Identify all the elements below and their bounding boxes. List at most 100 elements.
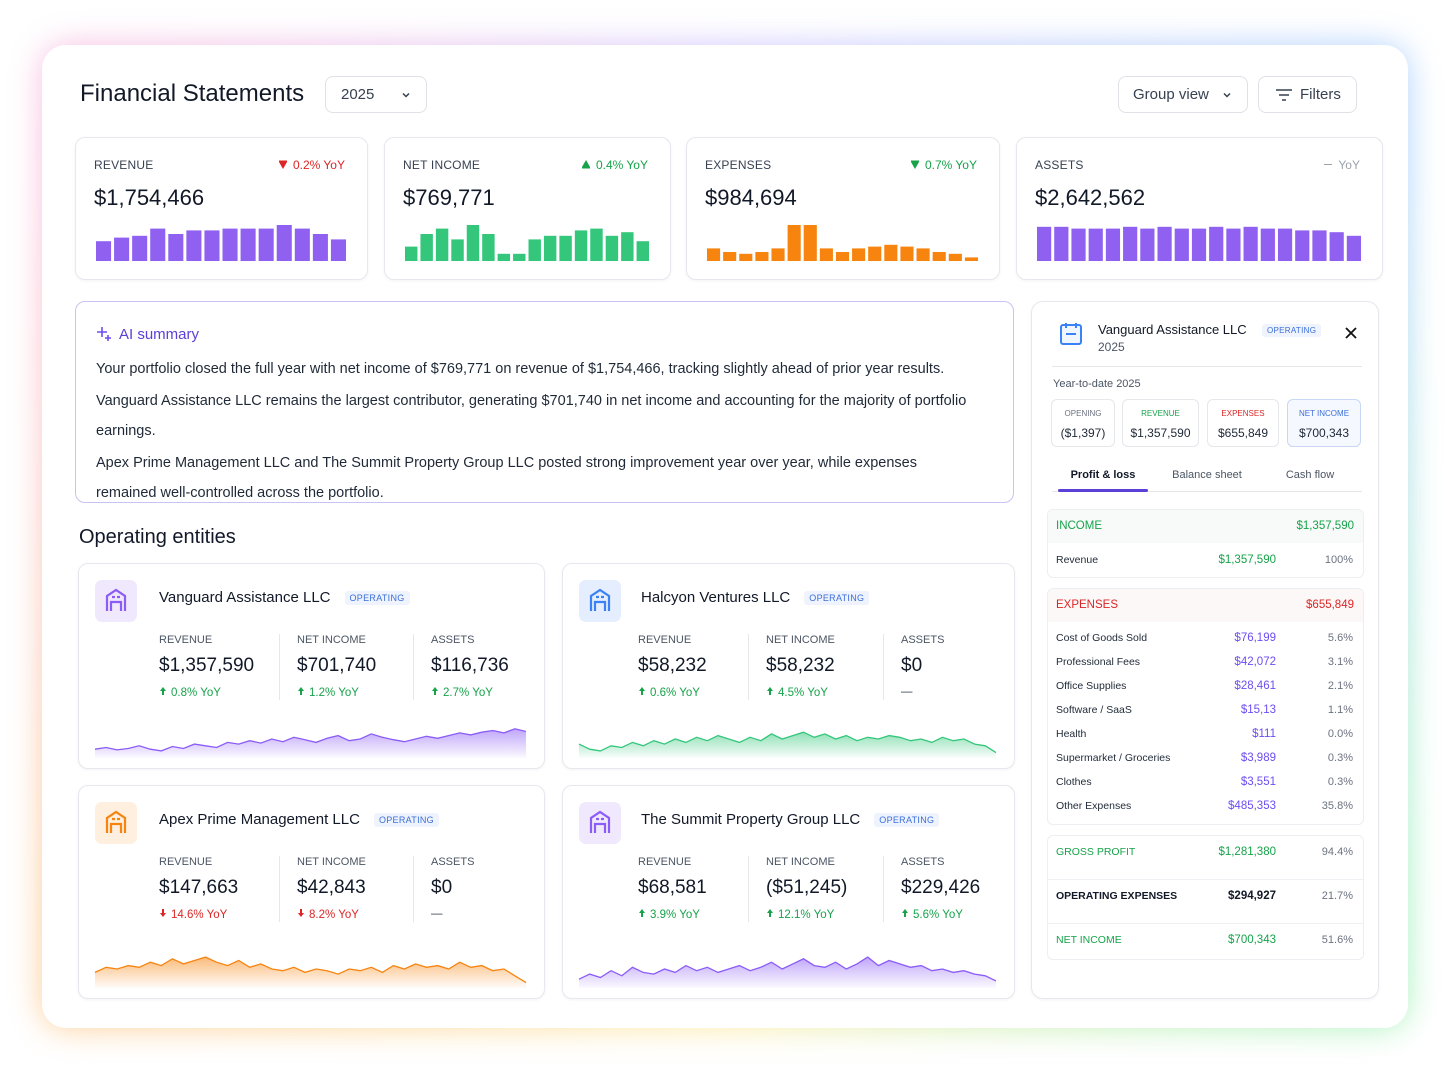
entity-name: Apex Prime Management LLC [159, 811, 360, 828]
spark-bar [543, 235, 557, 261]
metric-label: ASSETS [431, 634, 475, 646]
entity-icon [579, 802, 621, 844]
ai-summary-card: AI summary Your portfolio closed the full… [75, 301, 1014, 503]
row-value: $3,551 [1240, 776, 1276, 788]
spark-bar [636, 241, 649, 261]
metric-divider [413, 856, 414, 922]
row-percent: 51.6% [1321, 934, 1353, 946]
change-arrow [278, 160, 288, 170]
income-section: INCOME $1,357,590 Revenue $1,357,590 100% [1047, 509, 1364, 578]
row-label: NET INCOME [1056, 934, 1122, 946]
ai-title: AI summary [119, 326, 200, 343]
row-label: EXPENSES [1056, 599, 1118, 611]
row-divider [1048, 879, 1363, 880]
close-button[interactable] [1344, 326, 1358, 340]
row-percent: 0.0% [1327, 728, 1353, 740]
spark-bar [497, 253, 511, 261]
spark-bar [466, 225, 480, 261]
row-percent: 94.4% [1321, 846, 1353, 858]
metric-change: — [901, 686, 913, 698]
row-label: Supermarket / Groceries [1056, 752, 1171, 764]
spark-bar [294, 228, 310, 261]
kpi-label: NET INCOME [403, 158, 481, 172]
change-text: 8.2% YoY [309, 909, 359, 921]
row-divider [1048, 923, 1363, 924]
summary-label: EXPENSES [1221, 409, 1265, 418]
metric-change: 12.1% YoY [766, 908, 834, 921]
kpi-change: 0.7% YoY [910, 158, 977, 172]
spark-bar [1037, 226, 1052, 261]
entity-card[interactable]: Halcyon Ventures LLC OPERATING REVENUE $58,… [562, 563, 1015, 769]
change-text: YoY [1338, 158, 1360, 172]
metric-value: $229,426 [901, 877, 981, 898]
change-arrow [766, 908, 774, 918]
row-percent: 0.3% [1327, 752, 1353, 764]
row-label: Cost of Goods Sold [1056, 632, 1148, 644]
metric-change: 8.2% YoY [297, 908, 359, 921]
change-text: 0.4% YoY [595, 158, 648, 172]
entity-card[interactable]: Vanguard Assistance LLC OPERATING REVENUE $… [78, 563, 545, 769]
change-arrow [766, 686, 774, 696]
kpi-value: $1,754,466 [94, 185, 205, 210]
spark-bar [132, 235, 148, 261]
kpi-sparkbars [405, 225, 649, 261]
spark-bar [574, 230, 588, 261]
tab[interactable]: Profit & loss [1070, 469, 1136, 481]
entity-sparkline [578, 731, 997, 758]
spark-bar [605, 235, 619, 261]
metric-value: $1,357,590 [159, 655, 255, 676]
tab[interactable]: Cash flow [1285, 469, 1335, 481]
section-header-bg [1048, 589, 1363, 622]
change-text: 2.7% YoY [443, 687, 493, 699]
row-value: $3,989 [1240, 752, 1276, 764]
status-badge: OPERATING [804, 591, 870, 605]
spark-bar [528, 239, 541, 261]
row-value: $655,849 [1306, 599, 1354, 611]
row-label: GROSS PROFIT [1056, 846, 1136, 858]
metric-label: ASSETS [901, 634, 945, 646]
kpi-label: REVENUE [94, 158, 154, 172]
sparkline-line [578, 731, 997, 754]
summary-box: OPENING ($1,397) [1051, 399, 1115, 447]
kpi-card: EXPENSES 0.7% YoY $984,694 [686, 137, 1000, 280]
change-arrow [297, 908, 305, 918]
section-header-bg [1048, 510, 1363, 543]
filters-button[interactable]: Filters [1258, 76, 1357, 113]
row-percent: 100% [1324, 554, 1353, 566]
metric-value: $42,843 [297, 877, 366, 898]
row-percent: 2.1% [1327, 680, 1353, 692]
metric-change: 0.6% YoY [638, 686, 700, 699]
spark-bar [723, 252, 737, 261]
summary-value: $700,343 [1298, 426, 1350, 440]
chevron [1221, 89, 1233, 101]
spark-bar [621, 232, 634, 261]
section-title: Operating entities [79, 526, 236, 548]
sparkline-line [578, 956, 997, 982]
change-arrow [159, 686, 167, 696]
spark-bar [482, 234, 495, 261]
year-dropdown[interactable]: 2025 [325, 76, 427, 113]
entity-sparkline [578, 956, 997, 988]
spark-bar [803, 225, 817, 261]
spark-bar [451, 239, 464, 261]
spark-bar [186, 230, 202, 261]
kpi-card: ASSETS YoY $2,642,562 [1016, 137, 1383, 280]
metric-divider [748, 856, 749, 922]
row-label: Revenue [1056, 554, 1099, 566]
group-view-button[interactable]: Group view [1118, 76, 1248, 113]
sparkline-area [95, 957, 526, 988]
spark-bar [787, 225, 801, 261]
spark-bar [222, 228, 238, 261]
metric-value: $116,736 [431, 655, 509, 676]
status-badge: OPERATING [373, 813, 439, 827]
sparkline-area [95, 728, 526, 758]
change-text: 1.2% YoY [309, 687, 359, 699]
detail-panel: Vanguard Assistance LLC OPERATING 2025 Year… [1031, 301, 1379, 999]
spark-bar [168, 234, 184, 261]
entity-card[interactable]: Apex Prime Management LLC OPERATING REVENU… [78, 785, 545, 999]
spark-bar [1071, 228, 1086, 261]
entity-card[interactable]: The Summit Property Group LLC OPERATING RE… [562, 785, 1015, 999]
tab[interactable]: Balance sheet [1172, 469, 1242, 481]
change-arrow [159, 908, 167, 918]
spark-bar [1105, 228, 1121, 261]
